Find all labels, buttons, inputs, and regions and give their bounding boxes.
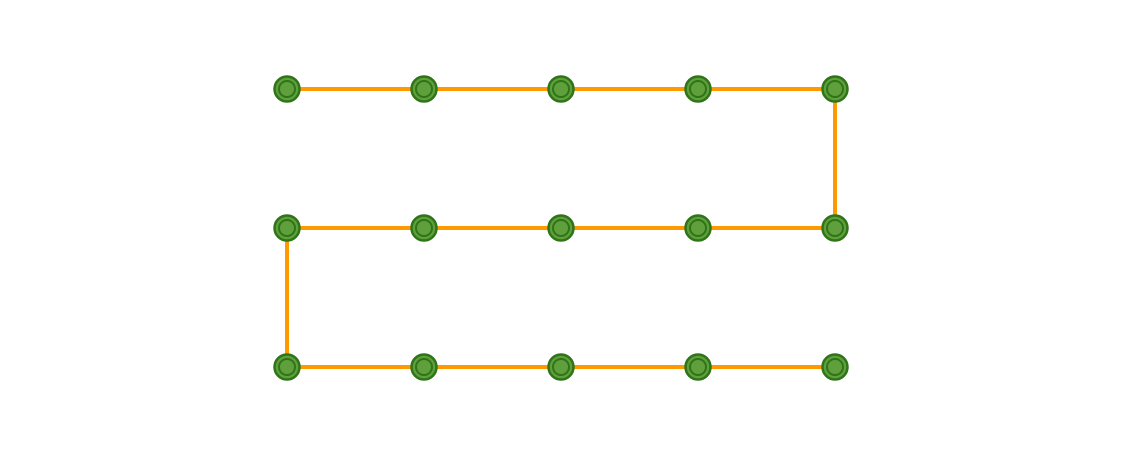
- node-inner-ring: [826, 80, 844, 98]
- path-nodes: [273, 75, 849, 381]
- node-inner-ring: [552, 219, 570, 237]
- node-inner-ring: [826, 219, 844, 237]
- node-inner-ring: [689, 219, 707, 237]
- node-inner-ring: [552, 80, 570, 98]
- path-node: [547, 75, 575, 103]
- path-node: [821, 214, 849, 242]
- path-node: [684, 353, 712, 381]
- node-inner-ring: [689, 358, 707, 376]
- path-node: [547, 214, 575, 242]
- node-inner-ring: [415, 358, 433, 376]
- node-inner-ring: [278, 358, 296, 376]
- path-node: [821, 75, 849, 103]
- node-inner-ring: [415, 80, 433, 98]
- path-node: [273, 214, 301, 242]
- path-node: [410, 353, 438, 381]
- path-node: [684, 214, 712, 242]
- node-inner-ring: [278, 80, 296, 98]
- path-node: [410, 75, 438, 103]
- node-inner-ring: [826, 358, 844, 376]
- path-node: [273, 353, 301, 381]
- path-node: [684, 75, 712, 103]
- path-node: [821, 353, 849, 381]
- path-node: [410, 214, 438, 242]
- node-inner-ring: [415, 219, 433, 237]
- path-edges: [285, 87, 837, 369]
- path-node: [547, 353, 575, 381]
- path-node: [273, 75, 301, 103]
- node-inner-ring: [689, 80, 707, 98]
- node-inner-ring: [278, 219, 296, 237]
- node-inner-ring: [552, 358, 570, 376]
